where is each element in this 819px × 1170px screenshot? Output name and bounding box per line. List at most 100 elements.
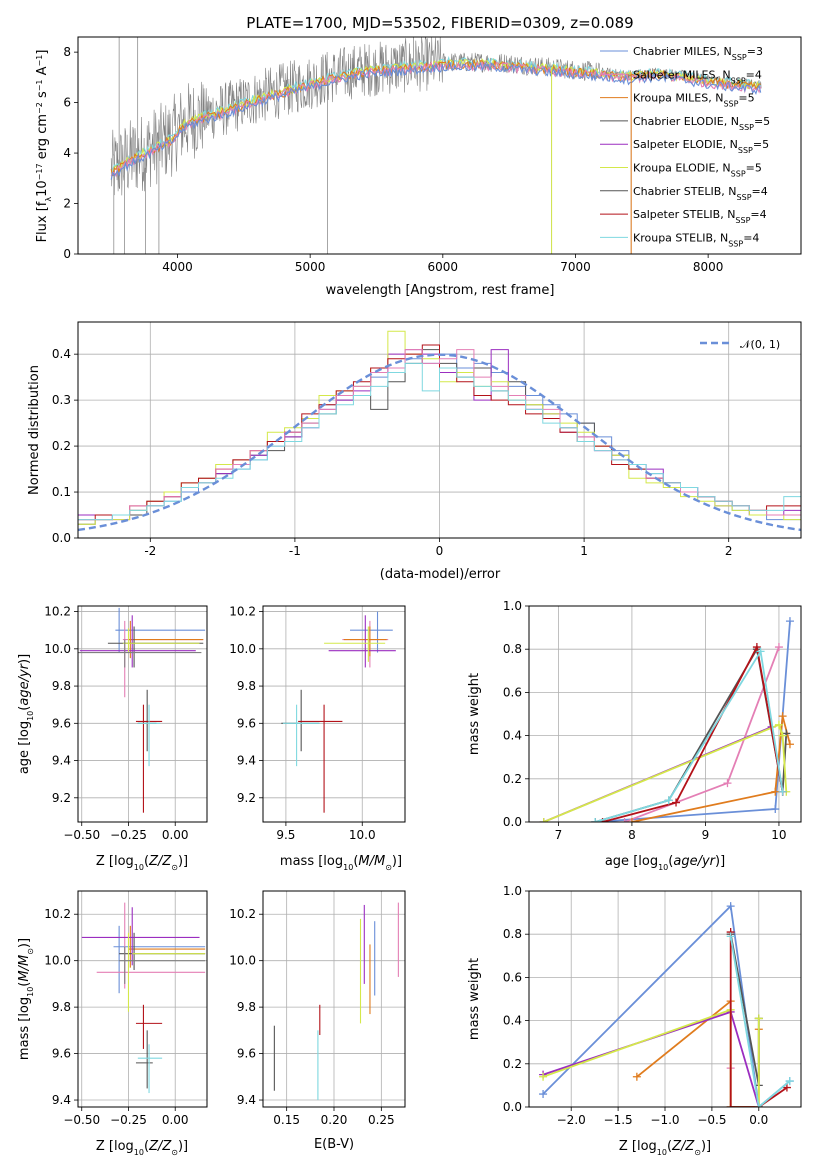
age_vs_mass-ytick-label: 10.2 [229,605,256,619]
weight-line [636,999,760,1107]
weight_vs_Z-frame: −2.0 −1.5 −1.0 −0.5 0.0 0.0 0.2 0.4 0.6 0.8 1.0 [503,884,802,1127]
mass_vs_ebv-plot-area [273,902,399,1101]
spectrum-ytick-label: 6 [63,96,71,110]
residuals-ytick-label: 0.2 [52,439,71,453]
weight_vs_Z-xtick-label: 0.0 [749,1113,768,1127]
age_vs_mass-plot-area [281,611,396,813]
residuals-x-label: (data-model)/error [380,567,501,582]
mass_vs_ebv-ytick-label: 10.2 [229,907,256,921]
weight_vs_age-xtick-label: 8 [628,828,636,842]
spectrum-ytick-label: 8 [63,45,71,59]
mass_vs_ebv-ytick-label: 10.0 [229,954,256,968]
residuals-ytick-label: 0.1 [52,485,71,499]
weight_vs_Z-xtick-label: −1.5 [604,1113,633,1127]
weight_vs_Z-axes: −2.0 −1.5 −1.0 −0.5 0.0 0.0 0.2 0.4 0.6 0.8 1.0 [503,884,802,1127]
legend-entry: Salpeter MILES, NSSP=4 [633,68,762,85]
age_vs_Z-ytick-label: 9.6 [52,716,71,730]
spectrum-y-label: Flux [fλ10−17 erg cm−2 s−1 A−1] [35,50,53,243]
weight_vs_Z-plot-area [539,902,794,1107]
weight-line [543,723,788,822]
weight_vs_age-ytick-label: 1.0 [503,599,522,613]
mass_vs_Z-ytick-label: 9.6 [52,1047,71,1061]
residuals-xtick-label: -1 [289,544,301,558]
mass_vs_Z-frame: −0.50 −0.25 0.00 9.4 9.6 9.8 10.0 10.2 [44,890,208,1127]
weight-point-marker [778,712,787,721]
spectrum-plot-area [110,37,762,254]
age-mass-x-label: mass [log10(M/M⊙)] [280,854,402,872]
mass_vs_Z-ytick-label: 10.0 [44,954,71,968]
weight-line [729,936,791,1107]
age_vs_Z-border [77,605,208,823]
mass_vs_ebv-axes: 0.15 0.20 0.25 9.4 9.6 9.8 10.0 10.2 [229,890,406,1127]
spectrum-xtick-label: 4000 [162,260,193,274]
weight-point-marker [539,1072,548,1081]
weight-point-marker [620,818,629,822]
mass_vs_ebv-ytick-label: 9.6 [237,1047,256,1061]
age_vs_mass-xtick-label: 10.0 [349,828,376,842]
age_vs_mass-border [262,605,406,823]
age_vs_mass-xtick-label: 9.5 [276,828,295,842]
residuals-xtick-label: -2 [144,544,156,558]
weight-line [602,644,784,822]
weight_vs_Z-xtick-label: −1.0 [650,1113,679,1127]
weight-point-marker [726,1103,735,1107]
weight_vs_Z-xtick-label: −0.5 [697,1113,726,1127]
legend-entry: Kroupa ELODIE, NSSP=5 [633,162,762,179]
mass_vs_Z-xtick-label: 0.00 [162,1113,189,1127]
legend-entry: Chabrier ELODIE, NSSP=5 [633,115,770,131]
age_vs_Z-frame: −0.50 −0.25 0.00 9.2 9.4 9.6 9.8 10.0 10.2 [44,605,208,842]
weight-point-marker [664,796,673,805]
weight-point-marker [723,779,732,788]
residuals-y-label: Normed distribution [27,365,42,495]
mass_vs_Z-border [77,890,208,1108]
weight-point-marker [726,932,735,941]
weight-point-marker [771,805,780,814]
mass_vs_Z-xtick-label: −0.50 [63,1113,100,1127]
weight_vs_age-frame: 7 8 9 10 0.0 0.2 0.4 0.6 0.8 1.0 [503,599,802,842]
spectrum-xtick-label: 5000 [295,260,326,274]
legend-entry: Chabrier STELIB, NSSP=4 [633,185,768,202]
weight_vs_Z-ytick-label: 0.6 [503,970,522,984]
legend-entry: Salpeter ELODIE, NSSP=5 [633,138,769,155]
weight-point-marker [771,787,780,796]
spectrum-border [77,36,802,255]
mass_vs_Z-ytick-label: 9.8 [52,1000,71,1014]
weight-point-marker [539,818,548,822]
age_vs_mass-ytick-label: 9.6 [237,716,256,730]
spectrum-model-line [110,61,762,180]
age_vs_Z-ytick-label: 9.2 [52,791,71,805]
mass_vs_ebv-xtick-label: 0.15 [273,1113,300,1127]
mass_vs_ebv-ytick-label: 9.8 [237,1000,256,1014]
legend-entry: Salpeter STELIB, NSSP=4 [633,208,767,225]
residuals-plot-area [78,330,801,532]
weight_vs_Z-ytick-label: 0.0 [503,1100,522,1114]
weight-line [729,932,788,1107]
weight_vs_Z-ytick-label: 0.8 [503,927,522,941]
mass-Z-y-label: mass [log10(M/M⊙)] [17,938,35,1060]
age_vs_mass-ytick-label: 9.2 [237,791,256,805]
weight-point-marker [782,1083,791,1092]
age_vs_mass-ytick-label: 9.4 [237,754,256,768]
weight-Z-y-label: mass weight [467,958,482,1040]
residuals-ytick-label: 0.0 [52,531,71,545]
weight-age-x-label: age [log10(age/yr)] [605,854,725,872]
weight_vs_age-ytick-label: 0.2 [503,772,522,786]
residual-histogram [78,362,801,521]
spectrum-x-label: wavelength [Angstrom, rest frame] [326,283,555,298]
spectrum-legend: Chabrier MILES, NSSP=3 Salpeter MILES, NS… [600,45,770,248]
weight-point-marker [785,617,794,626]
age_vs_Z-xtick-label: 0.00 [162,828,189,842]
legend-entry: Chabrier MILES, NSSP=3 [633,45,763,62]
weight_vs_Z-ytick-label: 0.4 [503,1014,522,1028]
mass_vs_ebv-ytick-label: 9.4 [237,1093,256,1107]
spectrum-axes: 4000 5000 6000 7000 8000 0 2 4 6 8 [63,36,802,274]
weight_vs_age-ytick-label: 0.8 [503,642,522,656]
mass_vs_ebv-xtick-label: 0.20 [321,1113,348,1127]
weight_vs_Z-ytick-label: 1.0 [503,884,522,898]
age_vs_Z-axes: −0.50 −0.25 0.00 9.2 9.4 9.6 9.8 10.0 10.2 [44,605,208,842]
weight-point-marker [785,740,794,749]
age-Z-x-label: Z [log10(Z/Z⊙)] [96,854,188,872]
age_vs_Z-ytick-label: 9.4 [52,754,71,768]
weight-point-marker [785,1077,794,1086]
weight_vs_age-ytick-label: 0.4 [503,729,522,743]
